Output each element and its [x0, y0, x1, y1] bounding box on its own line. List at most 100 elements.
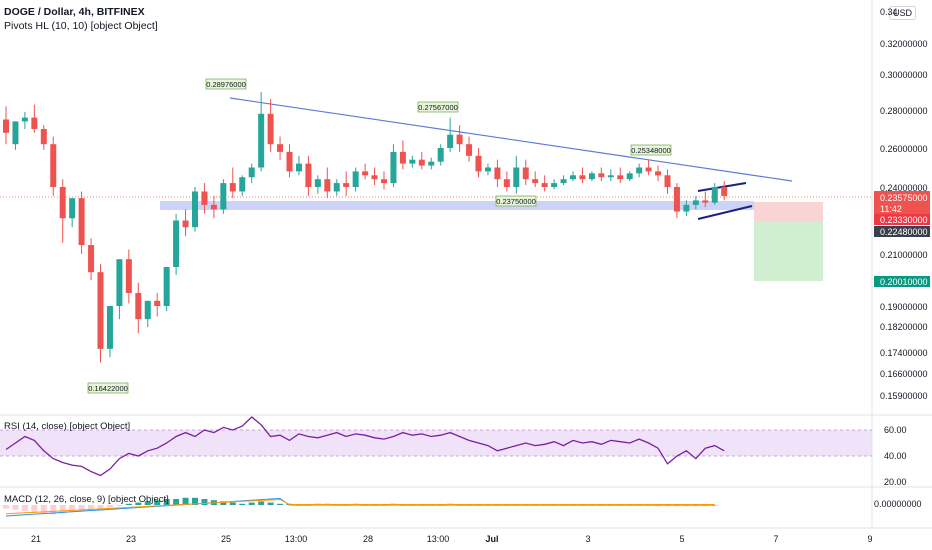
- candle-body: [692, 200, 699, 205]
- candle-body: [399, 151, 406, 164]
- candle-body: [447, 134, 454, 148]
- candle-body: [721, 187, 728, 196]
- candle-body: [295, 163, 302, 172]
- macd-histogram-bar: [12, 505, 19, 510]
- candle-body: [182, 220, 189, 228]
- candle-body: [3, 119, 9, 133]
- candle-body: [40, 129, 47, 145]
- candle-body: [78, 198, 85, 246]
- rsi-line: [5, 416, 725, 477]
- candle-body: [503, 179, 510, 187]
- candle-body: [333, 183, 340, 192]
- macd-histogram-bar: [106, 505, 113, 508]
- candle-body: [711, 187, 718, 203]
- take-profit-zone[interactable]: [754, 222, 823, 281]
- candle-body: [513, 167, 520, 187]
- candle-series: [3, 92, 728, 363]
- chart-title: DOGE / Dollar, 4h, BITFINEX: [4, 6, 145, 18]
- macd-histogram-bar: [69, 505, 76, 513]
- candle-body: [352, 171, 359, 187]
- macd-histogram-bar: [220, 501, 227, 505]
- current-price-value: 0.23575000: [880, 193, 928, 203]
- candle-body: [683, 204, 690, 212]
- macd-label: MACD (12, 26, close, 9) [object Object]: [4, 494, 169, 505]
- candle-body: [664, 175, 671, 187]
- candle-body: [239, 177, 246, 192]
- macd-histogram-bar: [258, 501, 265, 505]
- rsi-tick: 20.00: [884, 477, 907, 487]
- time-tick: 21: [31, 534, 41, 544]
- macd-histogram-bar: [692, 505, 699, 507]
- macd-histogram-bar: [78, 505, 85, 511]
- candle-body: [598, 173, 605, 178]
- candle-body: [343, 183, 350, 187]
- price-tick: 0.19000000: [880, 302, 928, 312]
- target-price-tag: [874, 276, 930, 287]
- candle-body: [12, 121, 19, 145]
- time-tick: 3: [585, 534, 590, 544]
- pivot-label-box: [205, 78, 247, 90]
- indicator-label: Pivots HL (10, 10) [object Object]: [4, 20, 158, 32]
- macd-histogram-bar: [683, 505, 690, 507]
- candle-body: [258, 113, 265, 168]
- macd-histogram-bar: [702, 505, 709, 507]
- pivot-label: 0.27567000: [418, 103, 458, 112]
- candle-body: [532, 179, 539, 184]
- candle-body: [466, 144, 473, 156]
- candle-body: [88, 245, 95, 273]
- candle-body: [286, 151, 293, 172]
- candle-countdown: 11:42: [880, 204, 902, 214]
- currency-badge[interactable]: USD: [888, 6, 916, 20]
- macd-line: [5, 497, 715, 517]
- rsi-tick: 40.00: [884, 451, 907, 461]
- macd-histogram-bar: [135, 502, 142, 505]
- stop-price-value: 0.23330000: [880, 215, 928, 225]
- macd-histogram-bar: [21, 505, 28, 511]
- candle-body: [21, 117, 28, 122]
- macd-histogram-bar: [248, 502, 255, 505]
- rsi-label: RSI (14, close) [object Object]: [4, 421, 130, 432]
- price-tick: 0.24000000: [880, 183, 928, 193]
- candle-body: [409, 159, 416, 164]
- stop-loss-zone[interactable]: [754, 202, 823, 222]
- descending-trendline: [229, 97, 793, 182]
- flag-lower-line: [697, 205, 753, 220]
- macd-histogram-bar: [277, 503, 284, 505]
- candle-body: [617, 175, 624, 180]
- candle-body: [144, 300, 151, 320]
- target-price-value: 0.20010000: [880, 277, 928, 287]
- support-zone: [160, 201, 754, 210]
- macd-histogram-bar: [154, 500, 161, 505]
- candle-body: [267, 113, 274, 145]
- macd-histogram-bar: [711, 505, 718, 507]
- price-tick: 0.30000000: [880, 70, 928, 80]
- stop-price-tag: [874, 214, 930, 225]
- candle-body: [362, 171, 369, 176]
- candle-body: [428, 161, 435, 166]
- macd-histogram-bar: [655, 505, 662, 507]
- price-tick: 0.26000000: [880, 144, 928, 154]
- candle-body: [418, 159, 425, 166]
- macd-histogram-bar: [182, 497, 189, 505]
- candle-body: [154, 300, 161, 306]
- candle-body: [607, 175, 614, 178]
- macd-histogram-bar: [125, 503, 132, 505]
- candle-body: [163, 267, 170, 306]
- candle-body: [229, 183, 236, 192]
- macd-histogram-bar: [3, 505, 9, 509]
- candle-body: [173, 220, 180, 267]
- price-tick: 0.32000000: [880, 39, 928, 49]
- candle-body: [248, 167, 255, 178]
- time-tick: 25: [221, 534, 231, 544]
- time-tick: 28: [363, 534, 373, 544]
- candle-body: [626, 173, 633, 180]
- pivot-label-box: [495, 195, 537, 207]
- candle-body: [673, 187, 680, 212]
- candle-body: [551, 183, 558, 187]
- candle-body: [570, 175, 576, 180]
- candle-body: [314, 179, 321, 187]
- macd-histogram-bar: [116, 505, 123, 507]
- candle-body: [522, 167, 529, 180]
- time-tick: 5: [679, 534, 684, 544]
